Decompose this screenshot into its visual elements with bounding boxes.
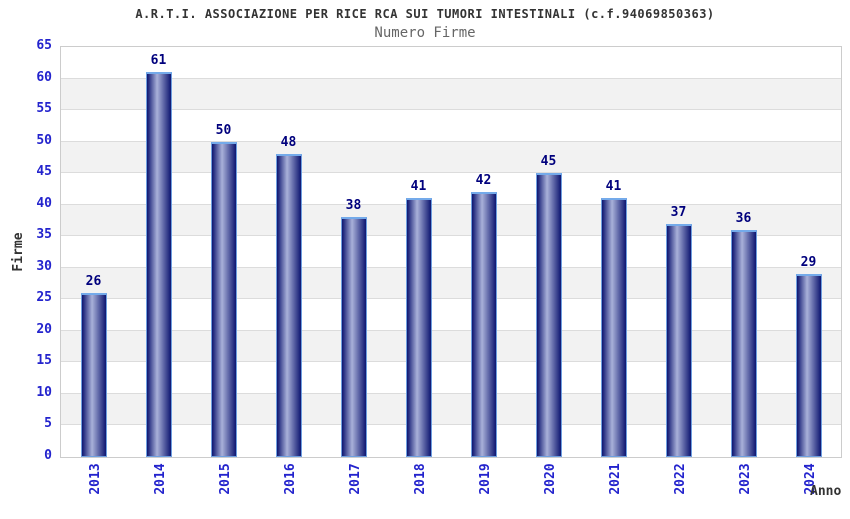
y-axis-title: Firme [11,232,26,272]
bar-value-label: 61 [150,53,167,69]
x-tick-label-2019: 2019 [477,463,493,495]
x-tick-label-2013: 2013 [87,463,103,495]
x-tick-label-2017: 2017 [347,463,363,495]
grid-band [61,141,841,174]
x-tick-label-2016: 2016 [282,463,298,495]
grid-band [61,267,841,300]
y-tick-label: 10 [36,384,52,400]
gridline-bands-layer [61,47,841,457]
bar-value-label: 42 [475,173,492,189]
bars-layer: 26 61 50 48 38 41 42 45 41 37 36 29 [61,47,841,457]
bar-2020 [535,173,562,457]
x-axis-title: Anno [810,484,842,499]
bar-2017 [340,217,367,457]
bar-value-label: 50 [215,122,232,138]
grid-band [61,47,841,79]
bar-2024 [795,274,822,457]
bar-2014 [145,72,172,457]
bar-value-label: 48 [280,135,297,151]
x-tick-label-2014: 2014 [152,463,168,495]
y-tick-label: 25 [36,290,52,306]
y-tick-label: 35 [36,227,52,243]
plot-area: 26 61 50 48 38 41 42 45 41 37 36 29 [60,46,842,458]
x-tick-label-2018: 2018 [412,463,428,495]
bar-2023 [730,229,757,457]
x-tick-label-2022: 2022 [672,463,688,495]
grid-band [61,173,841,205]
chart-title: A.R.T.I. ASSOCIAZIONE PER RICE RCA SUI T… [135,7,715,21]
bar-value-label: 41 [605,179,622,195]
x-tick-label-2020: 2020 [542,463,558,495]
bar-2022 [665,223,692,457]
bar-value-label: 41 [410,179,427,195]
bar-2016 [275,154,302,457]
y-tick-label: 30 [36,258,52,274]
bar-value-label: 37 [670,204,687,220]
bar-2013 [80,293,107,457]
bar-2018 [405,198,432,457]
bar-value-label: 29 [800,255,817,271]
x-tick-label-2015: 2015 [217,463,233,495]
x-tick-label-2024: 2024 [802,463,818,495]
x-tick-label-2021: 2021 [607,463,623,495]
y-tick-label: 0 [44,448,52,463]
bar-2019 [470,192,497,457]
grid-band [61,330,841,363]
y-tick-label: 60 [36,69,52,85]
grid-band [61,236,841,268]
chart-subtitle: Numero Firme [374,25,476,41]
y-tick-label: 65 [36,38,52,53]
grid-band [61,78,841,111]
grid-band [61,204,841,237]
y-tick-label: 45 [36,164,52,180]
y-tick-label: 40 [36,195,52,211]
bar-value-label: 38 [345,198,362,214]
y-tick-label: 15 [36,353,52,369]
y-tick-label: 55 [36,101,52,117]
y-tick-label: 20 [36,321,52,337]
bar-value-label: 45 [540,154,557,170]
y-tick-label: 50 [36,132,52,148]
bar-2021 [600,198,627,457]
grid-band [61,110,841,142]
bar-value-label: 36 [735,210,752,226]
grid-band [61,393,841,426]
y-tick-label: 5 [44,416,52,432]
x-tick-label-2023: 2023 [737,463,753,495]
bar-value-label: 26 [85,274,102,289]
bar-2015 [210,141,237,457]
grid-band [61,362,841,394]
grid-band [61,299,841,331]
grid-band [61,425,841,457]
